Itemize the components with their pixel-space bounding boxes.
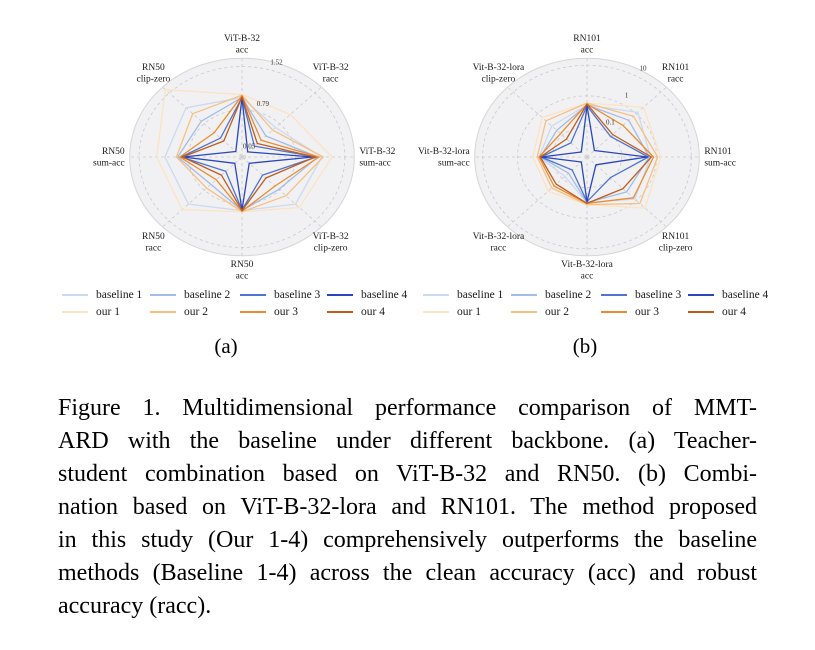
radial-tick-label: 1 — [625, 92, 629, 100]
caption-line: Figure 1. Multidimensional performance c… — [58, 395, 757, 421]
legend-swatch — [688, 293, 714, 296]
legend-item-baseline-2: baseline 2 — [150, 289, 240, 301]
legend-item-baseline-1: baseline 1 — [423, 289, 511, 301]
radar-plot: 0.1 1 10 RN101 acc RN101 racc RN101 sum-acc RN101… — [418, 34, 736, 282]
legend-item-our-3: our 3 — [601, 306, 688, 318]
legend-swatch — [327, 293, 353, 296]
legend-swatch — [423, 310, 449, 313]
legend-label: our 4 — [361, 305, 385, 318]
radial-tick-label: 10 — [639, 65, 647, 73]
axis-label: RN50 clip-zero — [137, 63, 171, 85]
legend-label: baseline 4 — [361, 288, 408, 301]
radar-series-our-2 — [536, 102, 659, 206]
legend-label: our 3 — [274, 305, 298, 318]
radar-chart-vit-b-32-rn50: 0.05 0.79 1.52 ViT-B-32 acc ViT-B-32 racc ViT-B… — [60, 16, 440, 292]
legend-label: our 1 — [96, 305, 120, 318]
radar-plot: 0.05 0.79 1.52 ViT-B-32 acc ViT-B-32 racc ViT-B… — [93, 34, 396, 282]
legend-item-baseline-3: baseline 3 — [240, 289, 327, 301]
legend-swatch — [511, 293, 537, 296]
legend-item-baseline-2: baseline 2 — [511, 289, 601, 301]
caption-line: accuracy (racc). — [58, 593, 212, 619]
axis-label: RN101 clip-zero — [659, 232, 693, 254]
subfigure-a-label: (a) — [214, 334, 238, 358]
legend-swatch — [423, 293, 449, 296]
axis-label: ViT-B-32 clip-zero — [313, 232, 349, 254]
axis-label: RN50 acc — [231, 260, 254, 282]
axis-label: RN101 racc — [662, 63, 690, 85]
legend-chart-b: baseline 1 baseline 2 baseline 3 baseline 4… — [423, 286, 779, 320]
legend-label: our 2 — [545, 305, 569, 318]
radial-tick-label: 0.1 — [606, 119, 615, 127]
legend-swatch — [62, 293, 88, 296]
legend-item-baseline-1: baseline 1 — [62, 289, 150, 301]
axis-label: Vit-B-32-lora sum-acc — [418, 147, 470, 169]
radial-tick-label: 1.52 — [270, 58, 283, 66]
axis-label: ViT-B-32 acc — [224, 34, 260, 56]
legend-label: baseline 2 — [184, 288, 231, 301]
subfigure-b-label: (b) — [572, 334, 598, 358]
axis-label: RN50 racc — [142, 232, 165, 254]
legend-label: baseline 1 — [96, 288, 143, 301]
axis-label: Vit-B-32-lora racc — [473, 232, 525, 254]
legend-swatch — [62, 310, 88, 313]
legend-item-our-4: our 4 — [688, 306, 779, 318]
axis-label: ViT-B-32 sum-acc — [359, 147, 395, 169]
axis-label: RN101 sum-acc — [704, 147, 736, 169]
caption-line: in this study (Our 1-4) comprehensively … — [58, 527, 757, 553]
legend-swatch — [688, 310, 714, 313]
caption-line: methods (Baseline 1-4) across the clean … — [58, 560, 757, 586]
legend-item-our-3: our 3 — [240, 306, 327, 318]
legend-item-our-4: our 4 — [327, 306, 418, 318]
radar-chart-vit-b-32-lora-rn101: 0.1 1 10 RN101 acc RN101 racc RN101 sum-acc RN101… — [405, 16, 805, 292]
legend-label: baseline 1 — [457, 288, 504, 301]
legend-item-our-1: our 1 — [423, 306, 511, 318]
axis-label: Vit-B-32-lora clip-zero — [473, 63, 525, 85]
legend-swatch — [150, 293, 176, 296]
legend-item-baseline-4: baseline 4 — [688, 289, 779, 301]
caption-line: student combination based on ViT-B-32 an… — [58, 461, 757, 487]
legend-item-our-1: our 1 — [62, 306, 150, 318]
legend-item-our-2: our 2 — [150, 306, 240, 318]
legend-item-baseline-3: baseline 3 — [601, 289, 688, 301]
legend-swatch — [511, 310, 537, 313]
axis-label: ViT-B-32 racc — [313, 63, 349, 85]
legend-swatch — [240, 293, 266, 296]
legend-label: baseline 3 — [274, 288, 321, 301]
legend-label: baseline 4 — [722, 288, 769, 301]
radial-tick-label: 0.79 — [257, 100, 270, 108]
radar-series-baseline-4 — [540, 105, 648, 203]
radar-series-baseline-2 — [539, 104, 650, 204]
axis-label: Vit-B-32-lora acc — [561, 260, 613, 282]
legend-label: our 1 — [457, 305, 481, 318]
legend-swatch — [327, 310, 353, 313]
figure-caption: Figure 1. Multidimensional performance c… — [58, 392, 757, 623]
legend-label: our 2 — [184, 305, 208, 318]
axis-label: RN101 acc — [573, 34, 601, 56]
caption-line: ARD with the baseline under different ba… — [58, 428, 757, 454]
legend-item-baseline-4: baseline 4 — [327, 289, 418, 301]
legend-label: baseline 3 — [635, 288, 682, 301]
radar-series-our-4 — [539, 103, 653, 205]
legend-swatch — [601, 293, 627, 296]
legend-chart-a: baseline 1 baseline 2 baseline 3 baseline 4… — [62, 286, 418, 320]
radar-series-our-4 — [181, 96, 316, 212]
legend-label: our 4 — [722, 305, 746, 318]
legend-swatch — [601, 310, 627, 313]
legend-swatch — [240, 310, 266, 313]
radial-tick-label: 0.05 — [243, 142, 256, 150]
grid-ring — [551, 126, 623, 188]
caption-line: nation based on ViT-B-32-lora and RN101.… — [58, 494, 757, 520]
axis-label: RN50 sum-acc — [93, 147, 125, 169]
legend-label: our 3 — [635, 305, 659, 318]
legend-swatch — [150, 310, 176, 313]
legend-item-our-2: our 2 — [511, 306, 601, 318]
legend-label: baseline 2 — [545, 288, 592, 301]
